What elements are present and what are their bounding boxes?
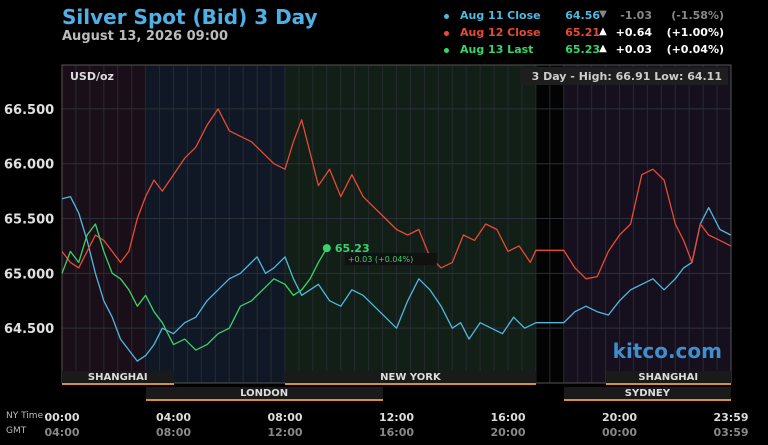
series-line-3 [61,223,328,351]
ny-tick-label: 04:00 [155,411,191,424]
y-tick-label: 64.500 [4,322,54,337]
y-tick-label: 65.000 [4,267,54,282]
legend-change: +0.64 [615,26,652,39]
session-bar [62,383,174,385]
session-bar [285,383,536,385]
ny-tick-label: 23:59 [713,411,749,424]
legend-change: -1.03 [620,9,652,22]
range-text: 3 Day - High: 66.91 Low: 64.11 [532,70,722,83]
y-tick-label: 65.500 [4,213,54,228]
gmt-tick-label: 08:00 [155,426,191,439]
y-tick-label: 66.000 [4,158,54,173]
session-bar [605,383,731,385]
ny-tick-label: 00:00 [44,411,80,424]
legend-price: 64.56 [565,9,600,22]
legend-name: Aug 13 Last [460,43,534,56]
legend-dot [444,14,449,19]
legend-row: Aug 12 Close 65.21 ▲ +0.64 (+1.00%) [440,26,740,43]
gmt-tick-label: 16:00 [378,426,414,439]
gmt-tick-label: 12:00 [267,426,303,439]
session-label: SHANGHAI [638,372,699,383]
legend-arrow: ▼ [599,9,607,20]
gmt-tick-label: 00:00 [601,426,637,439]
session-box [145,387,383,400]
session-label: LONDON [240,388,289,399]
last-price-marker [322,244,331,253]
session-box [605,371,731,384]
gmt-tick-label: 03:59 [713,426,749,439]
ny-tick-label: 12:00 [378,411,414,424]
gmt-label: GMT [6,426,27,436]
price-chart: 64.500 65.000 65.500 66.000 66.500 USD/oz 3 Da… [4,64,732,384]
unit-label: USD/oz [70,70,114,83]
last-change-label: +0.03 (+0.04%) [348,255,413,264]
legend-dot [444,48,449,53]
session-label: SHANGHAI [87,372,148,383]
legend-price: 65.23 [565,43,600,56]
page-subtitle: August 13, 2026 09:00 [62,29,228,44]
legend-name: Aug 11 Close [460,9,541,22]
legend-row: Aug 11 Close 64.56 ▼ -1.03 (-1.58%) [440,9,740,26]
last-price-label: 65.23 [335,242,370,255]
range-box [520,67,728,85]
ny-tick-label: 08:00 [267,411,303,424]
legend-percent: (-1.58%) [671,9,724,22]
session-bar [145,399,383,401]
ny-tick-label: 20:00 [601,411,637,424]
page-title: Silver Spot (Bid) 3 Day [62,5,318,29]
legend-percent: (+1.00%) [666,26,724,39]
legend-percent: (+0.04%) [666,43,724,56]
legend-change: +0.03 [615,43,652,56]
legend-row: Aug 13 Last 65.23 ▲ +0.03 (+0.04%) [440,43,740,60]
time-axis: NY Time GMT 00:00 04:00 08:00 12:00 16:00 20:… [0,405,768,445]
legend-price: 65.21 [565,26,600,39]
session-box [62,371,174,384]
gmt-tick-label: 20:00 [490,426,526,439]
legend-name: Aug 12 Close [460,26,541,39]
legend-arrow: ▲ [599,26,607,37]
last-change-box [344,253,437,266]
session-box [285,371,536,384]
series-line-1 [61,195,731,362]
legend-arrow: ▲ [599,43,607,54]
session-label: NEW YORK [380,372,441,383]
legend-dot [444,31,449,36]
chart-legend: Aug 11 Close 64.56 ▼ -1.03 (-1.58%) Aug 12 Cl… [440,9,740,60]
y-tick-label: 66.500 [4,103,54,118]
session-label: SYDNEY [624,388,670,399]
gmt-tick-label: 04:00 [44,426,80,439]
session-box [563,387,731,400]
session-bar [563,399,731,401]
ny-time-label: NY Time [6,411,44,421]
series-line-2 [61,108,731,280]
ny-tick-label: 16:00 [490,411,526,424]
kitco-watermark: kitco.com [613,339,722,363]
